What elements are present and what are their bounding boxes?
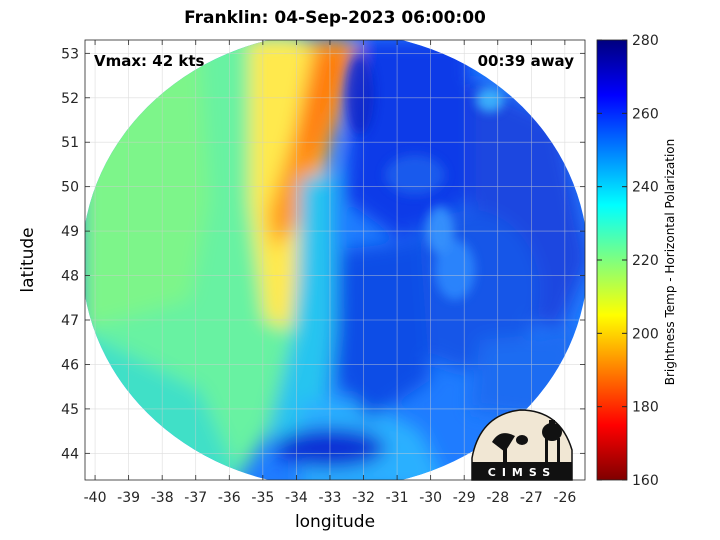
chart-title: Franklin: 04-Sep-2023 06:00:00 bbox=[184, 8, 486, 28]
colorbar-tick-label: 180 bbox=[632, 400, 659, 416]
y-tick-label: 47 bbox=[61, 313, 79, 329]
x-axis-label: longitude bbox=[294, 512, 376, 532]
x-tick-label: -26 bbox=[553, 490, 576, 506]
y-tick-label: 44 bbox=[61, 446, 79, 462]
colorbar-ticks: 160 180 200 220 240 260 280 bbox=[597, 33, 659, 489]
colorbar-tick-label: 240 bbox=[632, 180, 659, 196]
x-tick-label: -35 bbox=[251, 490, 274, 506]
y-tick-labels: 44 45 46 47 48 49 50 51 52 53 bbox=[61, 46, 79, 462]
axes-frame bbox=[84, 39, 586, 481]
y-tick-label: 49 bbox=[61, 224, 79, 240]
y-tick-label: 53 bbox=[61, 46, 79, 62]
x-tick-label: -34 bbox=[285, 490, 308, 506]
time-offset-annotation: 00:39 away bbox=[477, 52, 574, 70]
colorbar-tick-label: 280 bbox=[632, 33, 659, 49]
y-tick-label: 51 bbox=[61, 135, 79, 151]
x-tick-label: -40 bbox=[84, 490, 107, 506]
y-tick-label: 52 bbox=[61, 91, 79, 107]
x-tick-label: -36 bbox=[218, 490, 241, 506]
colorbar-tick-label: 160 bbox=[632, 473, 659, 489]
x-tick-label: -32 bbox=[352, 490, 375, 506]
colorbar-label: Brightness Temp - Horizontal Polarizatio… bbox=[663, 138, 677, 386]
grid bbox=[85, 40, 585, 480]
x-tick-label: -27 bbox=[520, 490, 543, 506]
x-tick-label: -30 bbox=[419, 490, 442, 506]
colorbar-tick-label: 200 bbox=[632, 326, 659, 342]
logo-text: CIMSS bbox=[488, 466, 556, 479]
y-tick-label: 48 bbox=[61, 269, 79, 285]
x-tick-label: -29 bbox=[453, 490, 476, 506]
y-tick-label: 50 bbox=[61, 180, 79, 196]
y-axis-label: latitude bbox=[18, 227, 38, 293]
x-tick-label: -39 bbox=[117, 490, 140, 506]
x-tick-label: -33 bbox=[319, 490, 342, 506]
y-tick-label: 46 bbox=[61, 357, 79, 373]
cimss-logo: CIMSS bbox=[471, 409, 573, 481]
x-tick-label: -38 bbox=[151, 490, 174, 506]
x-tick-label: -28 bbox=[486, 490, 509, 506]
x-tick-labels: -40 -39 -38 -37 -36 -35 -34 -33 -32 -31 -30 -29 -28-… bbox=[84, 490, 577, 506]
x-tick-label: -37 bbox=[184, 490, 207, 506]
x-tick-label: -31 bbox=[386, 490, 409, 506]
colorbar-tick-label: 260 bbox=[632, 106, 659, 122]
colorbar-tick-label: 220 bbox=[632, 253, 659, 269]
vmax-annotation: Vmax: 42 kts bbox=[94, 52, 205, 70]
y-tick-label: 45 bbox=[61, 402, 79, 418]
